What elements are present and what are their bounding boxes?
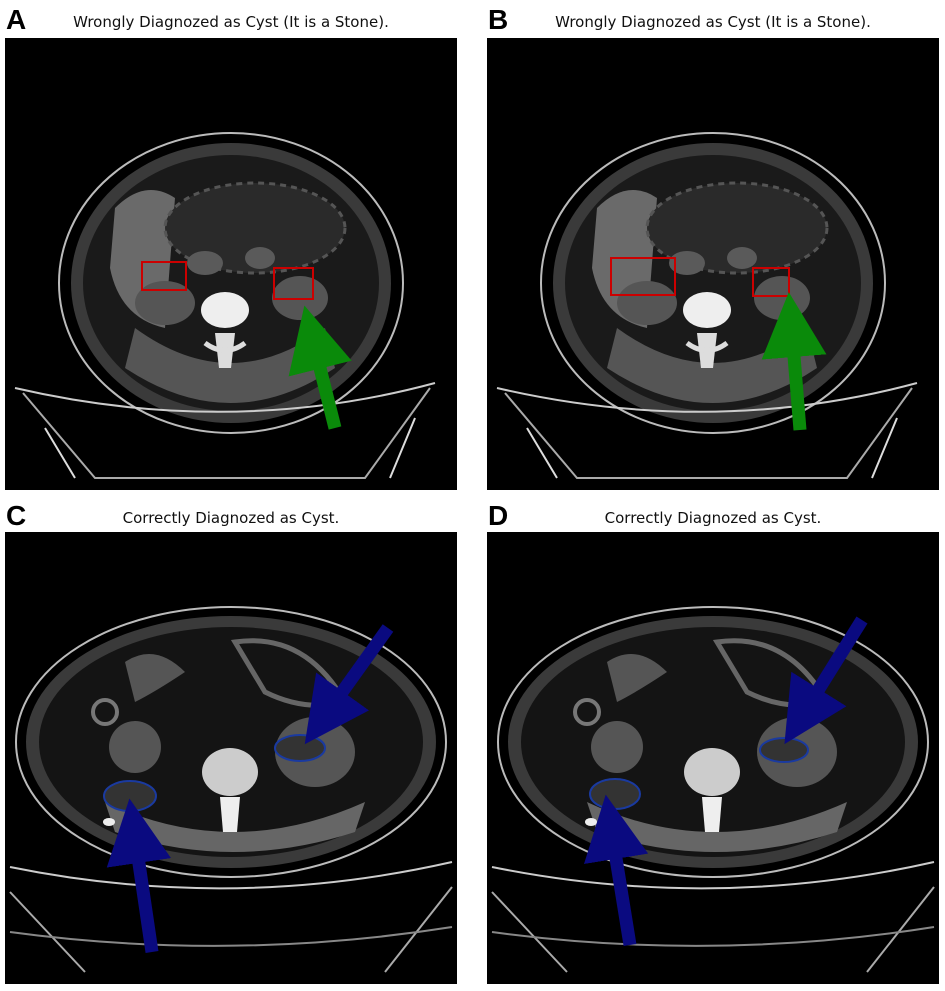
- panel-title: Wrongly Diagnozed as Cyst (It is a Stone…: [73, 13, 389, 31]
- ct-image: [487, 38, 939, 490]
- blue-arrow: [106, 798, 172, 953]
- panel-title: Correctly Diagnozed as Cyst.: [122, 509, 340, 527]
- cyst-contour: [274, 734, 326, 762]
- panel-label: A: [6, 4, 27, 35]
- panel-label: D: [488, 500, 509, 531]
- green-arrow: [288, 305, 352, 430]
- blue-arrow: [304, 624, 394, 745]
- blue-arrow: [784, 616, 868, 745]
- panel-label: B: [488, 4, 509, 35]
- ct-image: [5, 532, 457, 984]
- cyst-contour: [103, 780, 157, 812]
- cyst-contour: [759, 737, 809, 763]
- blue-arrow: [583, 794, 649, 947]
- green-arrow: [761, 292, 827, 431]
- panel-label: C: [6, 500, 27, 531]
- red-box: [610, 257, 676, 296]
- ct-image: [5, 38, 457, 490]
- red-box: [273, 267, 314, 300]
- panel-title: Wrongly Diagnozed as Cyst (It is a Stone…: [555, 13, 871, 31]
- ct-image: [487, 532, 939, 984]
- cyst-contour: [589, 778, 641, 810]
- panel-title: Correctly Diagnozed as Cyst.: [604, 509, 822, 527]
- red-box: [141, 261, 187, 291]
